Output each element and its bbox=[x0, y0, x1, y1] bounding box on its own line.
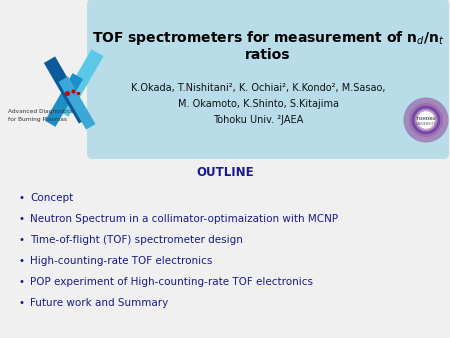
Text: •: • bbox=[19, 277, 25, 287]
Circle shape bbox=[409, 103, 443, 137]
Text: for Burning Plasmas: for Burning Plasmas bbox=[8, 118, 67, 122]
Circle shape bbox=[418, 112, 434, 128]
Text: POP experiment of High-counting-rate TOF electronics: POP experiment of High-counting-rate TOF… bbox=[30, 277, 313, 287]
Text: •: • bbox=[19, 235, 25, 245]
Text: M. Okamoto, K.Shinto, S.Kitajima: M. Okamoto, K.Shinto, S.Kitajima bbox=[177, 99, 338, 109]
Polygon shape bbox=[56, 49, 104, 117]
Text: ratios: ratios bbox=[245, 48, 291, 62]
Polygon shape bbox=[45, 73, 83, 127]
Text: Neutron Spectrum in a collimator-optimaization with MCNP: Neutron Spectrum in a collimator-optimai… bbox=[30, 214, 338, 224]
Text: •: • bbox=[19, 193, 25, 203]
Text: OUTLINE: OUTLINE bbox=[196, 167, 254, 179]
Text: TOF spectrometers for measurement of n$_d$/n$_t$: TOF spectrometers for measurement of n$_… bbox=[92, 29, 444, 47]
Text: •: • bbox=[19, 298, 25, 308]
Polygon shape bbox=[44, 56, 90, 124]
Text: TOHOKU: TOHOKU bbox=[416, 117, 436, 121]
Text: Tohoku Univ. ²JAEA: Tohoku Univ. ²JAEA bbox=[213, 115, 303, 125]
Text: Advanced Diagnostics: Advanced Diagnostics bbox=[8, 110, 73, 115]
Text: Time-of-flight (TOF) spectrometer design: Time-of-flight (TOF) spectrometer design bbox=[30, 235, 243, 245]
Text: •: • bbox=[19, 214, 25, 224]
Polygon shape bbox=[58, 76, 95, 129]
FancyBboxPatch shape bbox=[87, 0, 449, 159]
Text: High-counting-rate TOF electronics: High-counting-rate TOF electronics bbox=[30, 256, 212, 266]
Text: K.Okada, T.Nishitani², K. Ochiai², K.Kondo², M.Sasao,: K.Okada, T.Nishitani², K. Ochiai², K.Kon… bbox=[131, 83, 385, 93]
Text: UNIVERSITY: UNIVERSITY bbox=[416, 122, 436, 126]
Text: •: • bbox=[19, 256, 25, 266]
Text: Concept: Concept bbox=[30, 193, 73, 203]
Text: Future work and Summary: Future work and Summary bbox=[30, 298, 168, 308]
